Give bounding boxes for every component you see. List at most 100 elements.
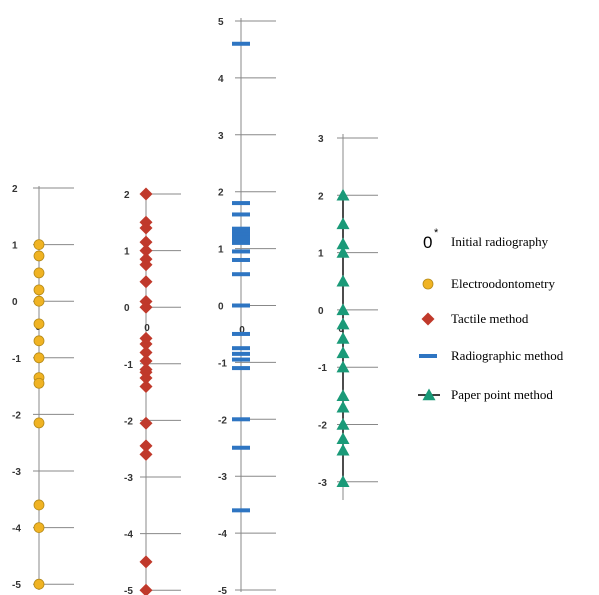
tick-label: -4	[12, 524, 21, 535]
data-point	[232, 249, 250, 254]
data-point	[139, 354, 153, 368]
tick-label: 1	[12, 241, 18, 252]
data-point	[336, 432, 350, 445]
tick-label: -2	[12, 410, 21, 421]
data-point	[33, 318, 45, 330]
data-point	[33, 417, 45, 429]
data-point	[232, 445, 250, 450]
legend-star-icon: *	[434, 227, 439, 239]
tick-label: 3	[318, 134, 324, 145]
panel-3: 5 4 3 2 1 0 -1 -2 -3 -4 -5 0	[218, 17, 276, 595]
legend-zero-icon: 0	[423, 233, 432, 252]
data-point	[232, 417, 250, 422]
data-point	[139, 244, 153, 258]
tick-label: 5	[218, 17, 224, 28]
legend: 0 * Initial radiography Electroodontometry T…	[418, 227, 564, 402]
data-point	[232, 229, 250, 234]
tick-label: 1	[218, 245, 224, 256]
tick-label: -3	[124, 473, 133, 484]
data-point	[33, 377, 45, 389]
tick-label: 4	[218, 74, 224, 85]
data-point	[232, 331, 250, 336]
data-point	[139, 447, 153, 461]
legend-triangle-icon	[422, 388, 436, 401]
tick-label: -5	[12, 580, 21, 591]
data-point	[232, 212, 250, 217]
data-point	[336, 188, 350, 201]
legend-circle-icon	[422, 278, 434, 290]
tick-label: -1	[12, 354, 21, 365]
data-point	[139, 439, 153, 453]
tick-label: -1	[318, 363, 327, 374]
data-point	[232, 272, 250, 277]
data-point	[232, 232, 250, 237]
data-point	[33, 267, 45, 279]
tick-label: -5	[124, 586, 133, 595]
data-point	[232, 201, 250, 206]
origin-label: 0	[239, 325, 245, 336]
tick-label: 0	[318, 306, 324, 317]
tick-label: 2	[12, 184, 18, 195]
data-point	[139, 275, 153, 289]
data-point	[232, 226, 250, 231]
tick-label: 0	[124, 303, 130, 314]
panel-1: 210-1-2-3-4-50	[12, 184, 74, 591]
tick-label: -2	[218, 415, 227, 426]
data-point	[33, 335, 45, 347]
data-point	[232, 235, 250, 240]
data-point	[33, 352, 45, 364]
data-point	[336, 303, 350, 316]
tick-label: 3	[218, 131, 224, 142]
data-point	[33, 250, 45, 262]
data-point	[139, 187, 153, 201]
data-point	[336, 317, 350, 330]
tick-label: -3	[218, 472, 227, 483]
data-point	[139, 235, 153, 249]
data-point	[33, 522, 45, 533]
tick-label: -3	[318, 478, 327, 489]
data-point	[139, 345, 153, 359]
tick-label: 0	[12, 297, 18, 308]
legend-paper-point-method: Paper point method	[451, 387, 553, 402]
data-point	[336, 332, 350, 344]
data-point	[336, 346, 350, 359]
data-point	[336, 475, 350, 487]
tick-label: 1	[124, 247, 130, 258]
origin-label: 0	[144, 323, 150, 334]
data-point	[33, 284, 45, 296]
data-point	[336, 246, 350, 258]
data-point	[336, 443, 350, 456]
data-point	[336, 400, 350, 413]
data-point	[232, 508, 250, 513]
tick-label: -4	[124, 530, 133, 541]
data-point	[232, 240, 250, 245]
tick-label: -2	[124, 416, 133, 427]
data-point	[336, 360, 350, 373]
data-point	[139, 379, 153, 393]
legend-electroodontometry: Electroodontometry	[451, 276, 555, 291]
tick-label: -5	[218, 586, 227, 595]
data-point	[139, 555, 153, 569]
data-point	[33, 499, 45, 511]
data-point	[232, 357, 250, 362]
data-point	[232, 303, 250, 308]
data-point	[232, 366, 250, 371]
tick-label: -1	[124, 360, 133, 371]
tick-label: -3	[12, 467, 21, 478]
data-point	[232, 351, 250, 356]
legend-tactile-method: Tactile method	[451, 311, 529, 326]
data-point	[139, 221, 153, 235]
tick-label: 2	[124, 190, 130, 201]
legend-diamond-icon	[421, 312, 435, 326]
data-point	[139, 416, 153, 430]
origin-label: 0	[338, 324, 344, 335]
data-point	[336, 389, 350, 402]
data-point	[139, 300, 153, 314]
legend-radiographic-method: Radiographic method	[451, 348, 564, 363]
data-point	[139, 583, 153, 595]
data-point	[139, 371, 153, 385]
data-point	[33, 239, 45, 251]
data-point	[232, 257, 250, 262]
